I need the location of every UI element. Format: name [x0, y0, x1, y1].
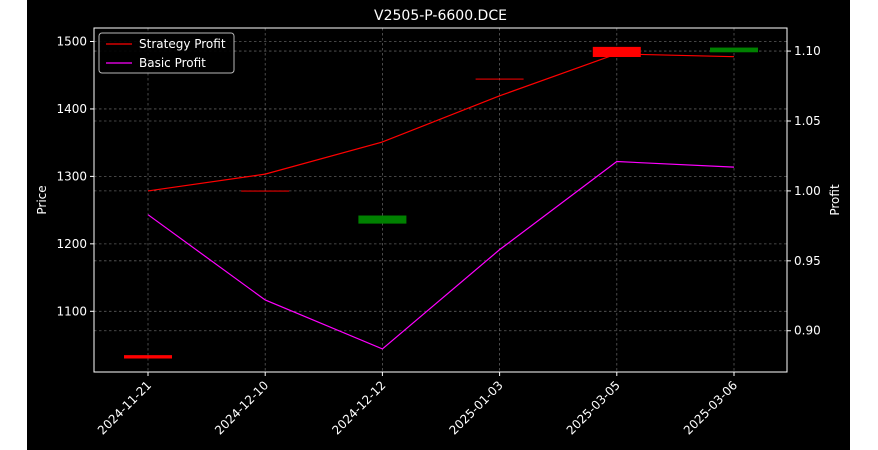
legend-label-2: Basic Profit [139, 56, 206, 70]
x-tick-label: 2024-12-10 [212, 378, 271, 437]
plot-frame [93, 27, 788, 373]
y-tick-label: 1300 [56, 169, 87, 183]
y-tick-label: 1500 [56, 34, 87, 48]
candle-body-5 [592, 46, 641, 58]
candle-body-3 [358, 215, 407, 224]
candle-body-2 [241, 190, 290, 192]
candle-body-4 [475, 78, 524, 80]
x-tick-label: 2024-12-12 [329, 378, 388, 437]
y-tick-label: 1200 [56, 237, 87, 251]
series-line-1 [147, 53, 735, 192]
x-tick-label: 2025-01-03 [447, 378, 506, 437]
x-tick-label: 2025-03-05 [564, 378, 623, 437]
candle-body-1 [124, 355, 172, 359]
y-right-axis-label: Profit [828, 184, 842, 216]
y-right-tick-label: 0.95 [794, 254, 821, 268]
chart-figure: V2505-P-6600.DCE 1100 1200 1300 1400 1500 0.90… [27, 0, 850, 450]
x-tick-label: 2024-11-21 [95, 378, 154, 437]
series-line-2 [147, 160, 735, 350]
chart-svg: V2505-P-6600.DCE 1100 1200 1300 1400 1500 0.90… [35, 8, 842, 437]
y-right-tick-label: 1.10 [794, 44, 821, 58]
legend-label-1: Strategy Profit [139, 37, 226, 51]
y-axis-label: Price [35, 185, 49, 214]
y-tick-label: 1100 [56, 304, 87, 318]
y-right-tick-label: 1.00 [794, 184, 821, 198]
y-right-tick-label: 0.90 [794, 324, 821, 338]
y-tick-label: 1400 [56, 102, 87, 116]
candle-body-6 [710, 47, 758, 53]
x-tick-label: 2025-03-06 [681, 378, 740, 437]
legend-box [98, 32, 235, 74]
y-right-tick-label: 1.05 [794, 114, 821, 128]
chart-title: V2505-P-6600.DCE [374, 8, 507, 24]
